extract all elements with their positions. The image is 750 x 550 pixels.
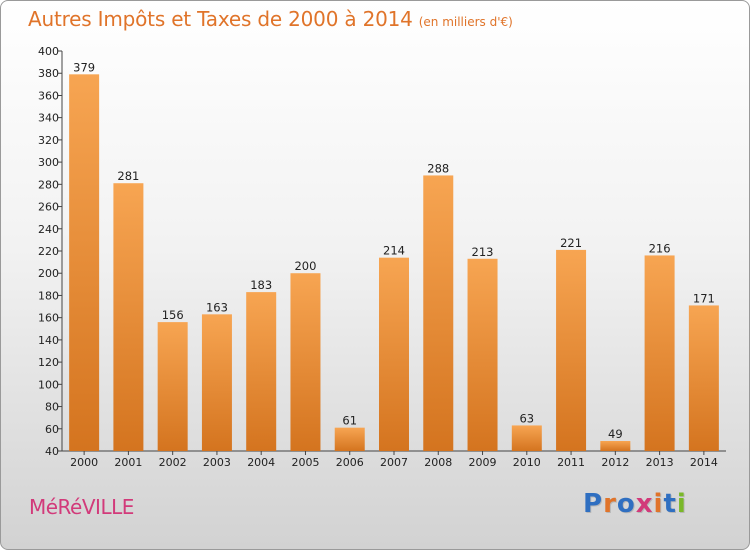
y-tick-label: 280 <box>38 178 59 191</box>
y-tick-label: 160 <box>38 312 59 325</box>
value-label-2005: 200 <box>294 259 316 273</box>
chart-title-block: Autres Impôts et Taxes de 2000 à 2014 (en… <box>28 7 513 31</box>
x-tick-label-2013: 2013 <box>646 456 674 469</box>
bar-2007 <box>379 257 409 451</box>
y-tick-label: 340 <box>38 112 59 125</box>
value-label-2001: 281 <box>117 169 139 183</box>
y-tick-label: 320 <box>38 134 59 147</box>
bar-2000 <box>69 74 100 451</box>
value-label-2012: 49 <box>608 427 623 441</box>
value-label-2006: 61 <box>342 414 357 428</box>
bar-2013 <box>644 255 675 451</box>
value-label-2014: 171 <box>693 291 715 305</box>
bar-2001 <box>113 183 144 451</box>
y-tick-label: 180 <box>38 289 59 302</box>
logo-letter: o <box>616 489 636 519</box>
value-label-2002: 156 <box>162 308 184 322</box>
bar-2002 <box>157 322 188 451</box>
y-axis: 40 60 80 100 120 140 160 180 200 220 240 260 280 300 3… <box>38 45 63 458</box>
y-tick-label: 60 <box>45 423 59 436</box>
y-tick-label: 380 <box>38 67 59 80</box>
value-label-2013: 216 <box>649 241 671 255</box>
bar-series: 379 281 156 163 183 200 61 214 288 213 63 221 49 216 1… <box>69 60 719 451</box>
x-tick-label-2009: 2009 <box>469 456 497 469</box>
value-label-2000: 379 <box>73 60 95 74</box>
y-tick-label: 260 <box>38 201 59 214</box>
bar-2011 <box>556 249 587 451</box>
x-tick-label-2011: 2011 <box>557 456 585 469</box>
y-tick-label: 360 <box>38 89 59 102</box>
y-tick-label: 200 <box>38 267 59 280</box>
bar-2006 <box>334 427 365 451</box>
x-tick-label-2010: 2010 <box>513 456 541 469</box>
x-tick-label-2007: 2007 <box>380 456 408 469</box>
x-tick-label-2003: 2003 <box>203 456 231 469</box>
logo-letter: i <box>676 489 687 519</box>
x-tick-label-2006: 2006 <box>336 456 364 469</box>
y-tick-label: 40 <box>45 445 59 458</box>
logo-letter: r <box>603 489 617 519</box>
bar-2004 <box>246 292 277 451</box>
value-label-2008: 288 <box>427 161 449 175</box>
x-tick-label-2005: 2005 <box>291 456 319 469</box>
logo-letter: x <box>635 489 654 519</box>
y-tick-label: 240 <box>38 223 59 236</box>
bar-2012 <box>600 441 631 451</box>
value-label-2009: 213 <box>472 245 494 259</box>
y-tick-label: 120 <box>38 356 59 369</box>
bar-2009 <box>467 258 498 451</box>
value-label-2011: 221 <box>560 236 582 250</box>
proxiti-logo: Proxiti <box>583 489 687 519</box>
x-axis: 2000 2001 2002 2003 2004 2005 2006 2007 2008 2009… <box>62 450 726 469</box>
bar-2014 <box>688 305 719 451</box>
value-label-2003: 163 <box>206 300 228 314</box>
value-label-2004: 183 <box>250 278 272 292</box>
y-tick-label: 100 <box>38 378 59 391</box>
logo-letter: t <box>663 489 677 519</box>
y-tick-label: 400 <box>38 45 59 58</box>
x-tick-label-2001: 2001 <box>114 456 142 469</box>
x-tick-label-2008: 2008 <box>424 456 452 469</box>
bar-2008 <box>423 175 454 451</box>
bar-2010 <box>511 425 542 451</box>
value-label-2010: 63 <box>519 411 534 425</box>
commune-name: MéRéVILLE <box>29 495 134 519</box>
x-tick-label-2014: 2014 <box>690 456 718 469</box>
value-label-2007: 214 <box>383 244 405 258</box>
y-tick-label: 80 <box>45 401 59 414</box>
y-tick-label: 300 <box>38 156 59 169</box>
x-tick-label-2000: 2000 <box>70 456 98 469</box>
y-tick-label: 220 <box>38 245 59 258</box>
chart-title: Autres Impôts et Taxes de 2000 à 2014 <box>28 7 413 31</box>
x-tick-label-2012: 2012 <box>601 456 629 469</box>
x-tick-label-2004: 2004 <box>247 456 275 469</box>
chart-unit: (en milliers d'€) <box>418 15 513 29</box>
logo-letter: P <box>583 489 604 519</box>
bar-2003 <box>201 314 232 451</box>
x-tick-label-2002: 2002 <box>159 456 187 469</box>
logo-letter: i <box>653 489 664 519</box>
bar-2005 <box>290 273 321 451</box>
y-tick-label: 140 <box>38 334 59 347</box>
